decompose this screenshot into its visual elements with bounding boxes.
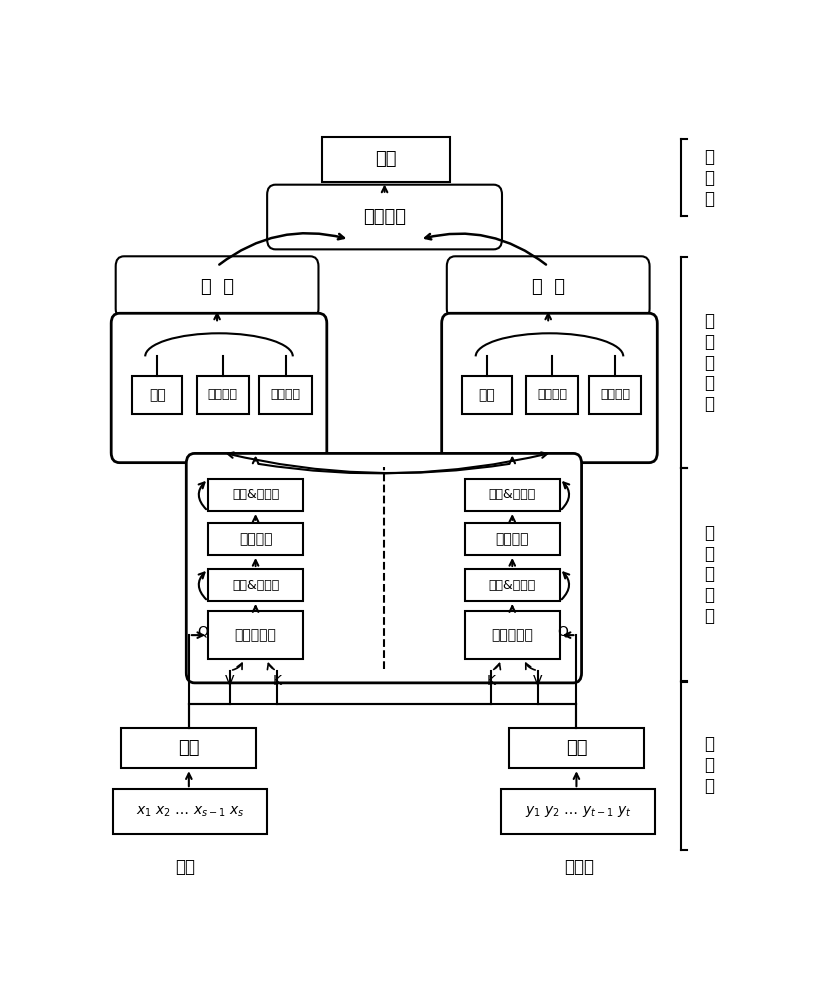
FancyBboxPatch shape (208, 569, 303, 601)
FancyBboxPatch shape (441, 313, 657, 463)
Text: 编码: 编码 (178, 739, 199, 757)
Text: V: V (533, 674, 542, 688)
Text: 预
测
层: 预 测 层 (703, 148, 713, 208)
Text: 多头注意力: 多头注意力 (234, 628, 276, 642)
Text: 拼接: 拼接 (149, 388, 165, 402)
FancyBboxPatch shape (501, 789, 655, 834)
FancyBboxPatch shape (509, 728, 643, 768)
Text: 预测: 预测 (375, 150, 396, 168)
FancyBboxPatch shape (461, 376, 511, 414)
FancyBboxPatch shape (447, 256, 649, 319)
FancyBboxPatch shape (208, 611, 303, 659)
FancyBboxPatch shape (116, 256, 318, 319)
Text: 池  化: 池 化 (200, 278, 233, 296)
Text: K: K (272, 674, 281, 688)
Text: 按位相乘: 按位相乘 (208, 388, 237, 401)
FancyBboxPatch shape (208, 479, 303, 511)
Text: 残差&归一化: 残差&归一化 (232, 488, 279, 501)
FancyBboxPatch shape (464, 569, 559, 601)
FancyBboxPatch shape (122, 728, 256, 768)
FancyBboxPatch shape (186, 453, 581, 683)
Text: 编
码
层: 编 码 层 (703, 735, 713, 795)
FancyBboxPatch shape (464, 523, 559, 555)
Text: 池  化: 池 化 (531, 278, 564, 296)
Text: 前向传播: 前向传播 (495, 532, 528, 546)
Text: $y_1\ y_2\ \ldots\ y_{t-1}\ y_t$: $y_1\ y_2\ \ldots\ y_{t-1}\ y_t$ (524, 804, 631, 819)
FancyBboxPatch shape (464, 611, 559, 659)
Text: 按位相乘: 按位相乘 (537, 388, 566, 401)
Text: 前向传播: 前向传播 (238, 532, 272, 546)
Text: 按位相减: 按位相减 (600, 388, 629, 401)
Text: 编码: 编码 (565, 739, 586, 757)
Text: 目标句: 目标句 (564, 858, 594, 876)
Text: 语
义
融
合
层: 语 义 融 合 层 (703, 312, 713, 413)
Text: 按位相减: 按位相减 (270, 388, 300, 401)
Text: 语
义
对
齐
层: 语 义 对 齐 层 (703, 524, 713, 625)
FancyBboxPatch shape (588, 376, 640, 414)
Text: 残差&归一化: 残差&归一化 (232, 579, 279, 592)
Text: Q: Q (198, 624, 208, 638)
FancyBboxPatch shape (113, 789, 267, 834)
Text: 拼接: 拼接 (478, 388, 495, 402)
Text: Q: Q (557, 624, 567, 638)
Text: K: K (486, 674, 495, 688)
Text: 源句: 源句 (175, 858, 195, 876)
FancyBboxPatch shape (464, 479, 559, 511)
FancyBboxPatch shape (196, 376, 249, 414)
FancyBboxPatch shape (322, 137, 450, 182)
FancyBboxPatch shape (208, 523, 303, 555)
Text: 残差&归一化: 残差&归一化 (488, 579, 535, 592)
Text: 残差&归一化: 残差&归一化 (488, 488, 535, 501)
FancyBboxPatch shape (525, 376, 577, 414)
FancyBboxPatch shape (267, 185, 501, 249)
FancyBboxPatch shape (132, 376, 182, 414)
Text: 多头注意力: 多头注意力 (490, 628, 533, 642)
Text: 全连接层: 全连接层 (362, 208, 405, 226)
FancyBboxPatch shape (259, 376, 312, 414)
FancyBboxPatch shape (111, 313, 327, 463)
Text: V: V (225, 674, 234, 688)
Text: $x_1\ x_2\ \ldots\ x_{s-1}\ x_s$: $x_1\ x_2\ \ldots\ x_{s-1}\ x_s$ (136, 804, 244, 819)
